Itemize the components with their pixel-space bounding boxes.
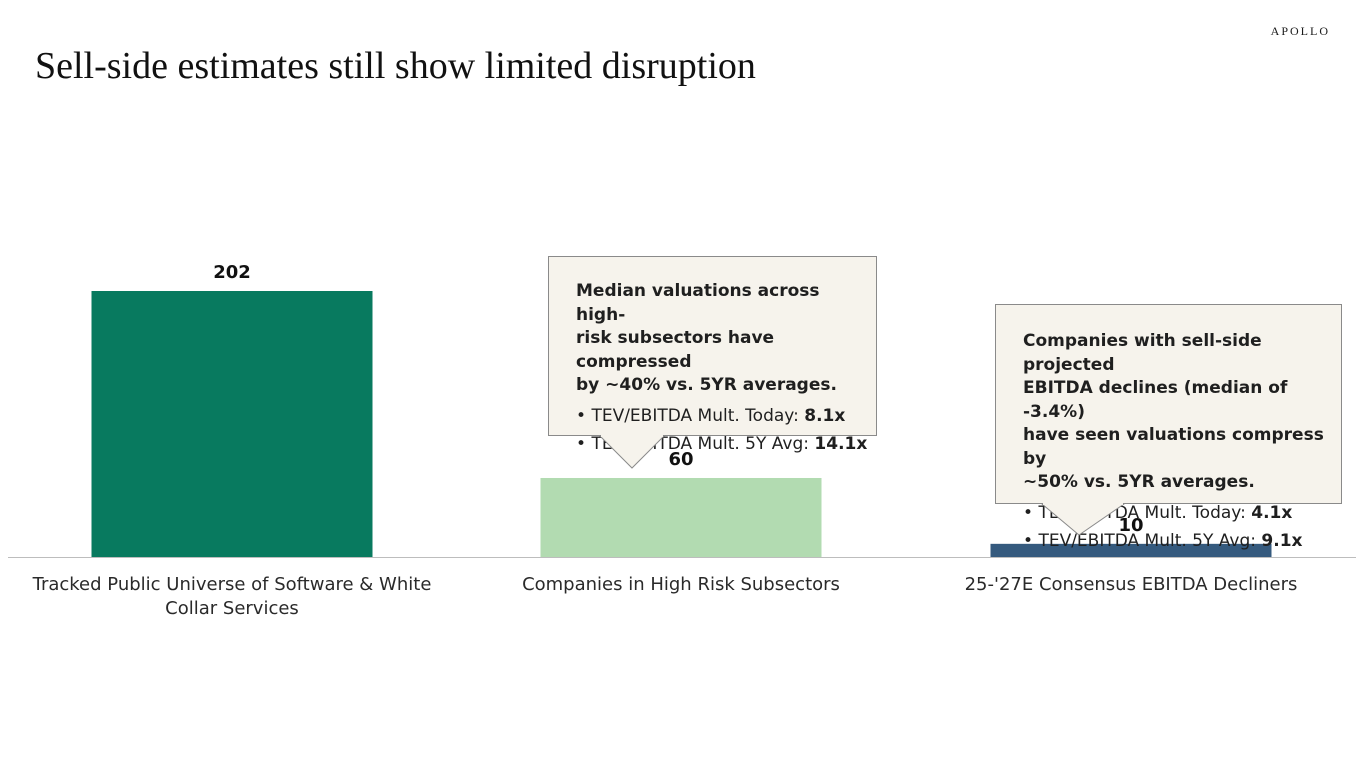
data-label-high-risk-subsectors: 60 — [668, 449, 693, 470]
bar-high-risk-subsectors — [540, 477, 822, 557]
bar-chart: 202 Tracked Public Universe of Software &… — [8, 262, 1356, 619]
bar-tracked-universe — [91, 291, 373, 557]
apollo-logo: APOLLO — [1270, 24, 1330, 38]
callout-high-risk-valuations: Median valuations across high- risk subs… — [548, 256, 877, 469]
category-label-line: Companies in High Risk Subsectors — [522, 574, 840, 595]
category-label-high-risk-subsectors: Companies in High Risk Subsectors — [522, 574, 840, 595]
data-label-ebitda-decliners: 10 — [1118, 515, 1143, 536]
callout-headline-line: have seen valuations compress by — [1023, 425, 1324, 469]
callout-ebitda-decliners-valuations: Companies with sell-side projected EBITD… — [995, 304, 1342, 551]
bar-ebitda-decliners — [990, 543, 1272, 557]
bullet-value: 14.1x — [814, 434, 868, 454]
bullet-label: TEV/EBITDA Mult. Today: — [591, 405, 805, 426]
page-title: Sell-side estimates still show limited d… — [35, 45, 756, 87]
callout-bullet-multiple-today: • TEV/EBITDA Mult. Today: 8.1x — [576, 405, 846, 426]
callout-pointer — [598, 435, 666, 469]
category-label-line: Tracked Public Universe of Software & Wh… — [32, 574, 432, 595]
category-label-line: Collar Services — [165, 598, 299, 619]
bullet-value: 4.1x — [1251, 502, 1293, 523]
bullet-label: TEV/EBITDA Mult. 5Y Avg: — [1038, 531, 1262, 551]
bullet-value: 8.1x — [804, 405, 846, 426]
callout-headline: Median valuations across high- risk subs… — [576, 280, 856, 398]
callout-headline-line: Companies with sell-side projected — [1023, 331, 1262, 375]
category-label-line: 25-'27E Consensus EBITDA Decliners — [965, 574, 1298, 595]
category-label-tracked-universe: Tracked Public Universe of Software & Wh… — [32, 574, 432, 619]
callout-headline-line: EBITDA declines (median of -3.4%) — [1023, 378, 1288, 422]
callout-headline: Companies with sell-side projected EBITD… — [1023, 330, 1325, 495]
callout-headline-line: Median valuations across high- — [576, 281, 820, 325]
data-label-tracked-universe: 202 — [213, 262, 251, 283]
callout-headline-line: risk subsectors have compressed — [576, 328, 775, 372]
callout-headline-line: by ~40% vs. 5YR averages. — [576, 375, 837, 395]
category-label-ebitda-decliners: 25-'27E Consensus EBITDA Decliners — [965, 574, 1298, 595]
callout-bullet-multiple-5y-avg: • TEV/EBITDA Mult. 5Y Avg: 9.1x — [1023, 531, 1303, 551]
bullet-value: 9.1x — [1261, 531, 1303, 551]
callout-headline-line: ~50% vs. 5YR averages. — [1023, 472, 1255, 492]
callout-pointer — [1040, 503, 1126, 536]
